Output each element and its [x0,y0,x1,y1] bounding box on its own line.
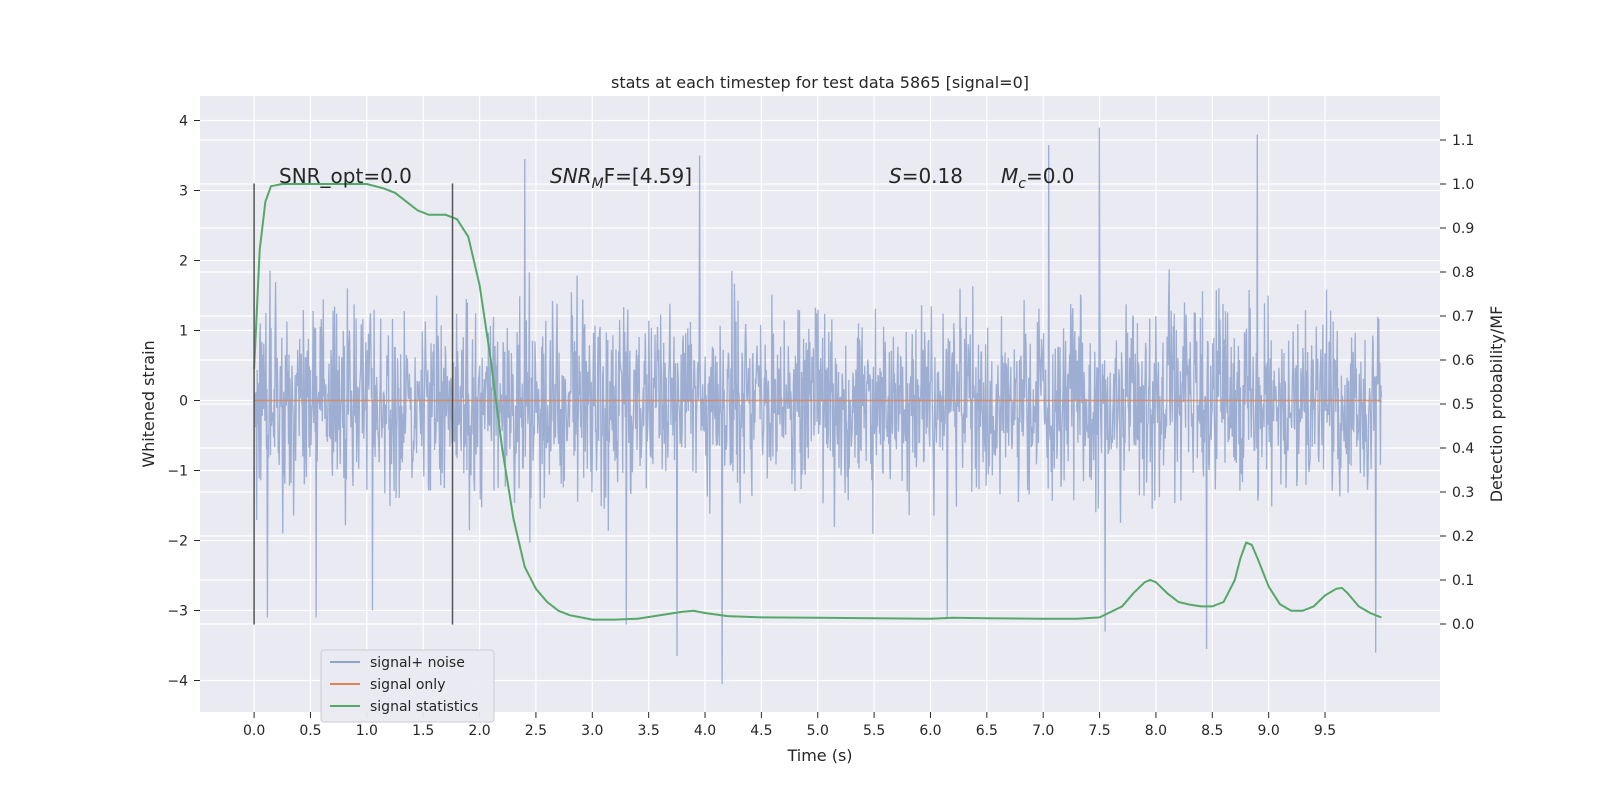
x-tick-label: 5.0 [807,723,829,739]
mc-sub: c [1018,176,1026,192]
x-tick-label: 8.0 [1145,723,1167,739]
x-tick-label: 0.5 [299,723,321,739]
y-tick-label: −3 [167,604,188,620]
y-right-tick-label: 0.9 [1452,221,1474,237]
x-tick-label: 7.0 [1032,723,1054,739]
y-right-axis-label: Detection probability/MF [1487,306,1506,503]
y-axis-label: Whitened strain [139,340,158,467]
x-tick-label: 4.5 [750,723,772,739]
x-tick-label: 9.0 [1258,723,1280,739]
signal-noise-line [253,127,1383,685]
y-right-tick-label: 0.5 [1452,397,1474,413]
annotation-snr-opt: SNR_opt=0.0 [279,164,412,188]
axis-ticks: 0.0 0.5 1.0 1.5 2.0 2.5 3.0 3.5 4.0 4.5 5.0 5.5 6.0 6… [167,114,1474,740]
annotation-snr-mf: SNRMF=[4.59] [550,164,692,192]
y-tick-label: 2 [179,254,188,270]
y-tick-label: −2 [167,534,188,550]
legend-label-signal-only: signal only [370,677,445,693]
annotation-s: S=0.18 [889,164,963,188]
x-tick-label: 3.0 [581,723,603,739]
vertical-markers [253,183,454,625]
x-tick-label: 1.0 [356,723,378,739]
snr-mf-rest: F=[4.59] [604,164,692,188]
annotation-mc: Mc=0.0 [1001,164,1075,192]
x-tick-label: 3.5 [638,723,660,739]
y-right-tick-label: 0.4 [1452,441,1474,457]
y-tick-label: 3 [179,184,188,200]
x-tick-label: 9.5 [1314,723,1336,739]
snr-mf-sub: M [592,176,604,192]
mc-var: M [1001,164,1018,188]
x-tick-label: 5.5 [863,723,885,739]
s-var: S [889,164,902,188]
y-right-tick-label: 0.7 [1452,309,1474,325]
legend: signal+ noise signal only signal statist… [320,649,495,723]
x-tick-label: 1.5 [412,723,434,739]
y-tick-label: −4 [167,674,188,690]
x-axis-label: Time (s) [786,746,852,765]
y-tick-label: 4 [179,114,188,130]
series-layer [253,127,1383,685]
y-right-tick-label: 1.1 [1452,133,1474,149]
y-right-tick-label: 0.2 [1452,529,1474,545]
signal-statistics-line [253,183,1382,621]
legend-label-signal-statistics: signal statistics [370,699,478,715]
y-right-tick-label: 0.8 [1452,265,1474,281]
y-tick-label: −1 [167,464,188,480]
y-tick-label: 0 [179,394,188,410]
y-right-tick-label: 0.6 [1452,353,1474,369]
s-rest: =0.18 [902,164,963,188]
x-tick-label: 4.0 [694,723,716,739]
y-right-tick-label: 0.0 [1452,617,1474,633]
x-tick-label: 7.5 [1088,723,1110,739]
snr-mf-main: SNR [550,164,592,188]
y-right-tick-label: 0.3 [1452,485,1474,501]
y-right-tick-label: 0.1 [1452,573,1474,589]
x-tick-label: 6.0 [919,723,941,739]
legend-box [320,649,495,723]
x-tick-label: 0.0 [243,723,265,739]
mc-rest: =0.0 [1026,164,1075,188]
y-tick-label: 1 [179,324,188,340]
x-tick-label: 8.5 [1201,723,1223,739]
legend-label-signal-noise: signal+ noise [370,655,465,671]
chart-title: stats at each timestep for test data 586… [611,73,1029,92]
x-tick-label: 6.5 [976,723,998,739]
x-tick-label: 2.5 [525,723,547,739]
x-tick-label: 2.0 [468,723,490,739]
y-right-tick-label: 1.0 [1452,177,1474,193]
